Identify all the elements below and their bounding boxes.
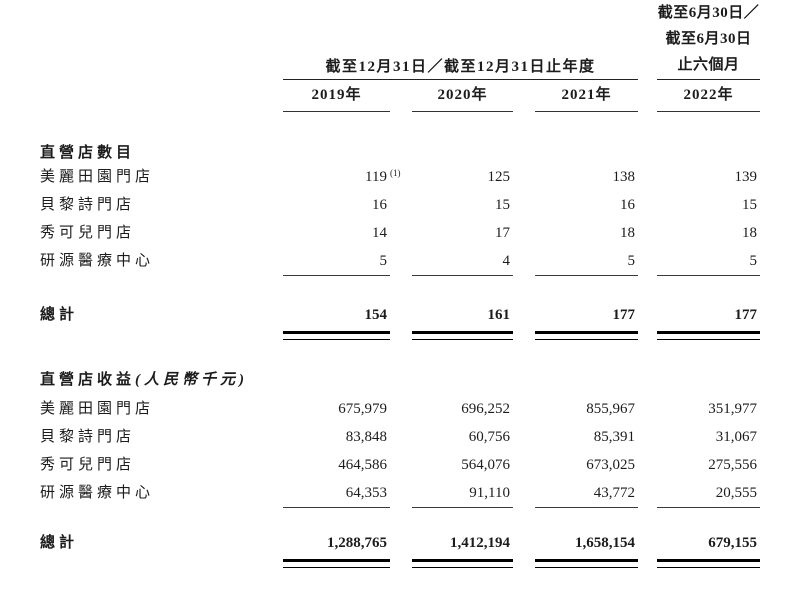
store-value-2021: 673,025 xyxy=(586,457,635,473)
store-value-2021: 43,772 xyxy=(535,479,638,508)
header-interim-line-3: 止六個月 xyxy=(677,57,740,73)
store-value-2020: 60,756 xyxy=(468,429,510,445)
section-title-text: 直營店收益 xyxy=(40,372,136,388)
store-label: 美麗田園門店 xyxy=(40,401,155,417)
double-rule xyxy=(283,331,390,340)
year-header-2020: 2020年 xyxy=(412,80,513,112)
store-value-2020: 91,110 xyxy=(412,479,513,508)
store-value-2019: 119 (1) xyxy=(283,163,400,191)
double-rule xyxy=(412,331,513,340)
total-value-2020: 161 xyxy=(487,307,511,323)
store-value-2020: 564,076 xyxy=(461,457,510,473)
store-value-2019: 5 xyxy=(283,247,390,276)
store-value-2019: 464,586 xyxy=(338,457,387,473)
store-value-2019: 16 xyxy=(372,197,387,213)
total-label: 總計 xyxy=(40,535,79,551)
financial-table: 截至12月31日／截至12月31日止年度 截至6月30日／ 截至6月30日 止六… xyxy=(40,0,762,568)
store-value-2022: 139 xyxy=(734,169,758,185)
store-value-2020: 125 xyxy=(487,169,511,185)
total-value-2021: 1,658,154 xyxy=(575,535,635,551)
total-double-rule-row xyxy=(40,559,762,568)
store-value-2020: 4 xyxy=(412,247,513,276)
header-interim-line-2: 截至6月30日 xyxy=(665,31,752,47)
store-value-2022: 20,555 xyxy=(657,479,760,508)
store-row-xiukeer-count: 秀可兒門店 14 17 18 18 xyxy=(40,219,762,247)
store-value-2019: 675,979 xyxy=(338,401,387,417)
total-value-2019: 1,288,765 xyxy=(327,535,387,551)
total-value-2022: 679,155 xyxy=(708,535,757,551)
total-row-store-count: 總計 154 161 177 177 xyxy=(40,301,762,329)
store-row-beilishi-count: 貝黎詩門店 16 15 16 15 xyxy=(40,191,762,219)
store-value-2020: 15 xyxy=(495,197,510,213)
total-row-store-revenue: 總計 1,288,765 1,412,194 1,658,154 679,155 xyxy=(40,529,762,557)
section-title-label: 直營店收益(人民幣千元) xyxy=(40,370,283,390)
footnote-marker: (1) xyxy=(390,168,401,178)
total-value-2022: 177 xyxy=(734,307,758,323)
store-value-2022: 5 xyxy=(657,247,760,276)
total-value-2020: 1,412,194 xyxy=(450,535,510,551)
store-label: 秀可兒門店 xyxy=(40,457,136,473)
store-value-2022: 31,067 xyxy=(715,429,757,445)
store-label: 研源醫療中心 xyxy=(40,485,155,501)
header-interim-period: 截至6月30日／ 截至6月30日 止六個月 xyxy=(657,0,760,80)
table-period-header-row: 截至12月31日／截至12月31日止年度 截至6月30日／ 截至6月30日 止六… xyxy=(40,0,762,80)
header-interim-line-1: 截至6月30日／ xyxy=(657,5,760,21)
store-value-2019: 14 xyxy=(372,225,387,241)
store-value-2022: 18 xyxy=(742,225,757,241)
double-rule xyxy=(412,559,513,568)
store-row-beilishi-revenue: 貝黎詩門店 83,848 60,756 85,391 31,067 xyxy=(40,423,762,451)
store-value-2020: 17 xyxy=(495,225,510,241)
header-annual-period: 截至12月31日／截至12月31日止年度 xyxy=(283,55,638,80)
store-value-number: 119 xyxy=(365,169,387,185)
section-title-store-revenue: 直營店收益(人民幣千元) xyxy=(40,370,762,390)
store-row-xiukeer-revenue: 秀可兒門店 464,586 564,076 673,025 275,556 xyxy=(40,451,762,479)
store-value-2021: 85,391 xyxy=(593,429,635,445)
total-label: 總計 xyxy=(40,307,79,323)
store-value-2019: 83,848 xyxy=(345,429,387,445)
section-title-note: (人民幣千元) xyxy=(135,372,249,388)
double-rule xyxy=(283,559,390,568)
store-row-yanyuan-revenue: 研源醫療中心 64,353 91,110 43,772 20,555 xyxy=(40,479,762,508)
year-header-2021: 2021年 xyxy=(535,80,638,112)
store-label: 秀可兒門店 xyxy=(40,225,136,241)
double-rule xyxy=(657,331,760,340)
store-value-2021: 18 xyxy=(620,225,635,241)
store-label: 貝黎詩門店 xyxy=(40,429,136,445)
store-value-2022: 275,556 xyxy=(708,457,757,473)
total-value-2019: 154 xyxy=(364,307,388,323)
table-year-header-row: 2019年 2020年 2021年 2022年 xyxy=(40,80,762,112)
store-value-2021: 138 xyxy=(612,169,636,185)
store-row-meiliyuan-count: 美麗田園門店 119 (1) 125 138 139 xyxy=(40,163,762,191)
double-rule xyxy=(657,559,760,568)
year-header-2019: 2019年 xyxy=(283,80,390,112)
total-value-2021: 177 xyxy=(612,307,636,323)
store-row-meiliyuan-revenue: 美麗田園門店 675,979 696,252 855,967 351,977 xyxy=(40,395,762,423)
year-header-2022: 2022年 xyxy=(657,80,760,112)
store-value-2021: 855,967 xyxy=(586,401,635,417)
store-value-2022: 351,977 xyxy=(708,401,757,417)
store-value-2021: 5 xyxy=(535,247,638,276)
store-value-2021: 16 xyxy=(620,197,635,213)
total-double-rule-row xyxy=(40,331,762,340)
section-title-label: 直營店數目 xyxy=(40,145,136,161)
store-value-2019: 64,353 xyxy=(283,479,390,508)
section-title-store-count: 直營店數目 xyxy=(40,143,762,163)
store-label: 美麗田園門店 xyxy=(40,169,155,185)
store-row-yanyuan-count: 研源醫療中心 5 4 5 5 xyxy=(40,247,762,276)
store-value-2022: 15 xyxy=(742,197,757,213)
double-rule xyxy=(535,331,638,340)
store-value-2020: 696,252 xyxy=(461,401,510,417)
store-label: 研源醫療中心 xyxy=(40,253,155,269)
double-rule xyxy=(535,559,638,568)
store-label: 貝黎詩門店 xyxy=(40,197,136,213)
